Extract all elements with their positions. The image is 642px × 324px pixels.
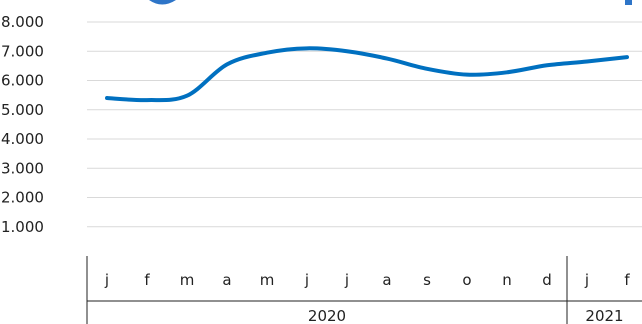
x-tick-label: m [180, 271, 195, 289]
x-tick-label: s [423, 271, 431, 289]
clipped-title-fragment [625, 0, 632, 5]
year-label: 2020 [308, 307, 346, 324]
clipped-title-fragments [149, 0, 632, 5]
series-line [105, 46, 629, 103]
x-tick-label: j [344, 271, 349, 289]
series-layer [105, 46, 629, 103]
x-tick-label: j [104, 271, 109, 289]
y-tick-label: 6.000 [1, 72, 44, 90]
y-tick-label: 7.000 [1, 42, 44, 60]
x-tick-label: j [584, 271, 589, 289]
y-tick-label: 5.000 [1, 101, 44, 119]
x-tick-label: a [382, 271, 391, 289]
x-tick-label: d [542, 271, 552, 289]
x-tick-label: j [304, 271, 309, 289]
y-tick-label: 4.000 [1, 130, 44, 148]
x-tick-label: f [144, 271, 150, 289]
x-tick-label: a [222, 271, 231, 289]
x-tick-label: n [502, 271, 512, 289]
y-tick-label: 8.000 [1, 13, 44, 31]
y-tick-label: 3.000 [1, 159, 44, 177]
x-axis: j f m a m j j a s o n d j f 2020 2021 [86, 256, 642, 324]
y-tick-label: 1.000 [1, 218, 44, 236]
x-tick-label: f [624, 271, 630, 289]
y-tick-label: 2.000 [1, 189, 44, 207]
y-axis: 1.000 2.000 3.000 4.000 5.000 6.000 7.000 8.000 [1, 13, 44, 236]
gridlines [87, 21, 642, 228]
x-tick-label: m [260, 271, 275, 289]
year-label: 2021 [585, 307, 623, 324]
x-tick-label: o [462, 271, 471, 289]
clipped-title-fragment [149, 0, 176, 5]
